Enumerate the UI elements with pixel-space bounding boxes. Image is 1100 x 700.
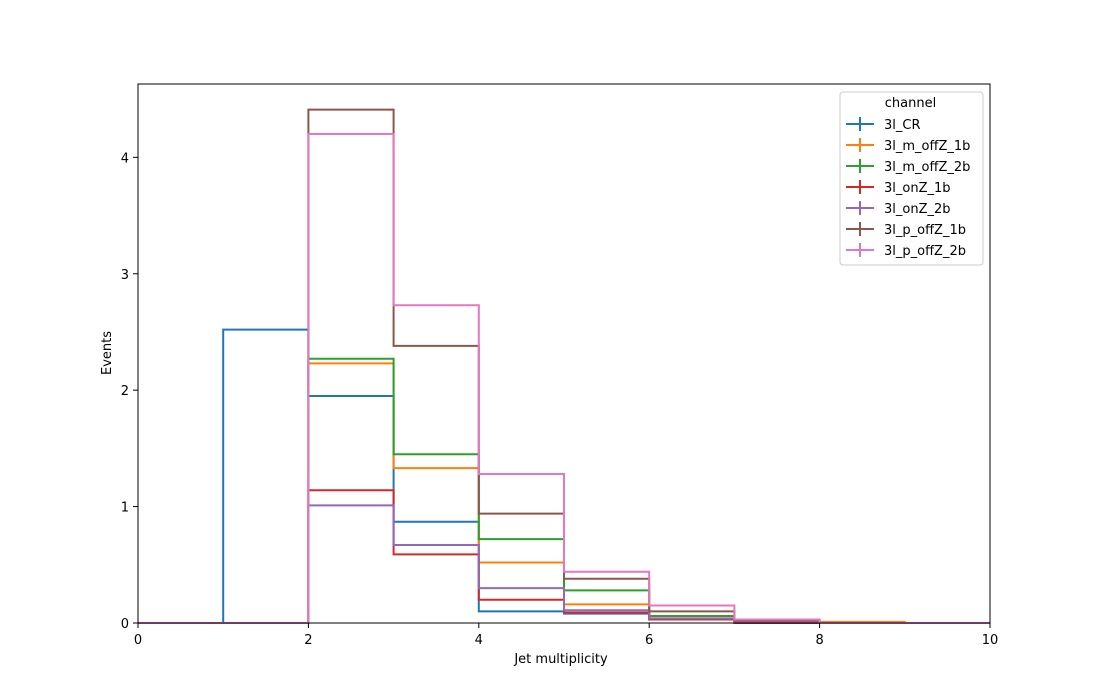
y-tick-label-1: 1 <box>121 501 129 516</box>
x-tick-label-4: 4 <box>475 633 483 648</box>
legend-item-3l_onZ_1b: 3l_onZ_1b <box>846 180 951 196</box>
legend-label-3l_CR: 3l_CR <box>884 118 921 133</box>
legend-label-3l_m_offZ_2b: 3l_m_offZ_2b <box>884 160 970 175</box>
legend-item-3l_m_offZ_2b: 3l_m_offZ_2b <box>846 159 970 175</box>
axes-frame <box>137 83 991 624</box>
y-tick-label-3: 3 <box>121 268 129 283</box>
x-tick-label-8: 8 <box>815 633 823 648</box>
legend-item-3l_p_offZ_2b: 3l_p_offZ_2b <box>846 243 966 259</box>
legend-item-3l_CR: 3l_CR <box>846 117 921 133</box>
legend-item-3l_p_offZ_1b: 3l_p_offZ_1b <box>846 222 966 238</box>
y-tick-label-4: 4 <box>121 151 129 166</box>
legend-label-3l_onZ_2b: 3l_onZ_2b <box>884 202 951 217</box>
y-tick-label-2: 2 <box>121 384 129 399</box>
x-tick-label-2: 2 <box>304 633 312 648</box>
legend-label-3l_p_offZ_1b: 3l_p_offZ_1b <box>884 223 966 238</box>
series-line-3l_p_offZ_2b <box>138 133 990 624</box>
legend-label-3l_m_offZ_1b: 3l_m_offZ_1b <box>884 139 970 154</box>
legend-item-3l_m_offZ_1b: 3l_m_offZ_1b <box>846 138 970 154</box>
legend-item-3l_onZ_2b: 3l_onZ_2b <box>846 201 951 217</box>
x-tick-label-10: 10 <box>982 633 999 648</box>
legend-label-3l_onZ_1b: 3l_onZ_1b <box>884 181 951 196</box>
legend-label-3l_p_offZ_2b: 3l_p_offZ_2b <box>884 244 966 259</box>
y-axis-label: Events <box>100 331 115 375</box>
y-tick-label-0: 0 <box>121 617 129 632</box>
axes: 0 2 4 6 8 10 0 1 2 3 4 <box>121 83 999 648</box>
x-tick-label-0: 0 <box>134 633 142 648</box>
x-axis-label: Jet multiplicity <box>513 652 608 667</box>
legend: channel 3l_CR 3l_m_offZ_1b 3l_m_offZ_2b 3l_o… <box>839 91 984 266</box>
legend-title: channel <box>885 96 936 111</box>
legend-box <box>839 91 984 266</box>
plot-area <box>138 108 990 624</box>
x-tick-label-6: 6 <box>645 633 653 648</box>
